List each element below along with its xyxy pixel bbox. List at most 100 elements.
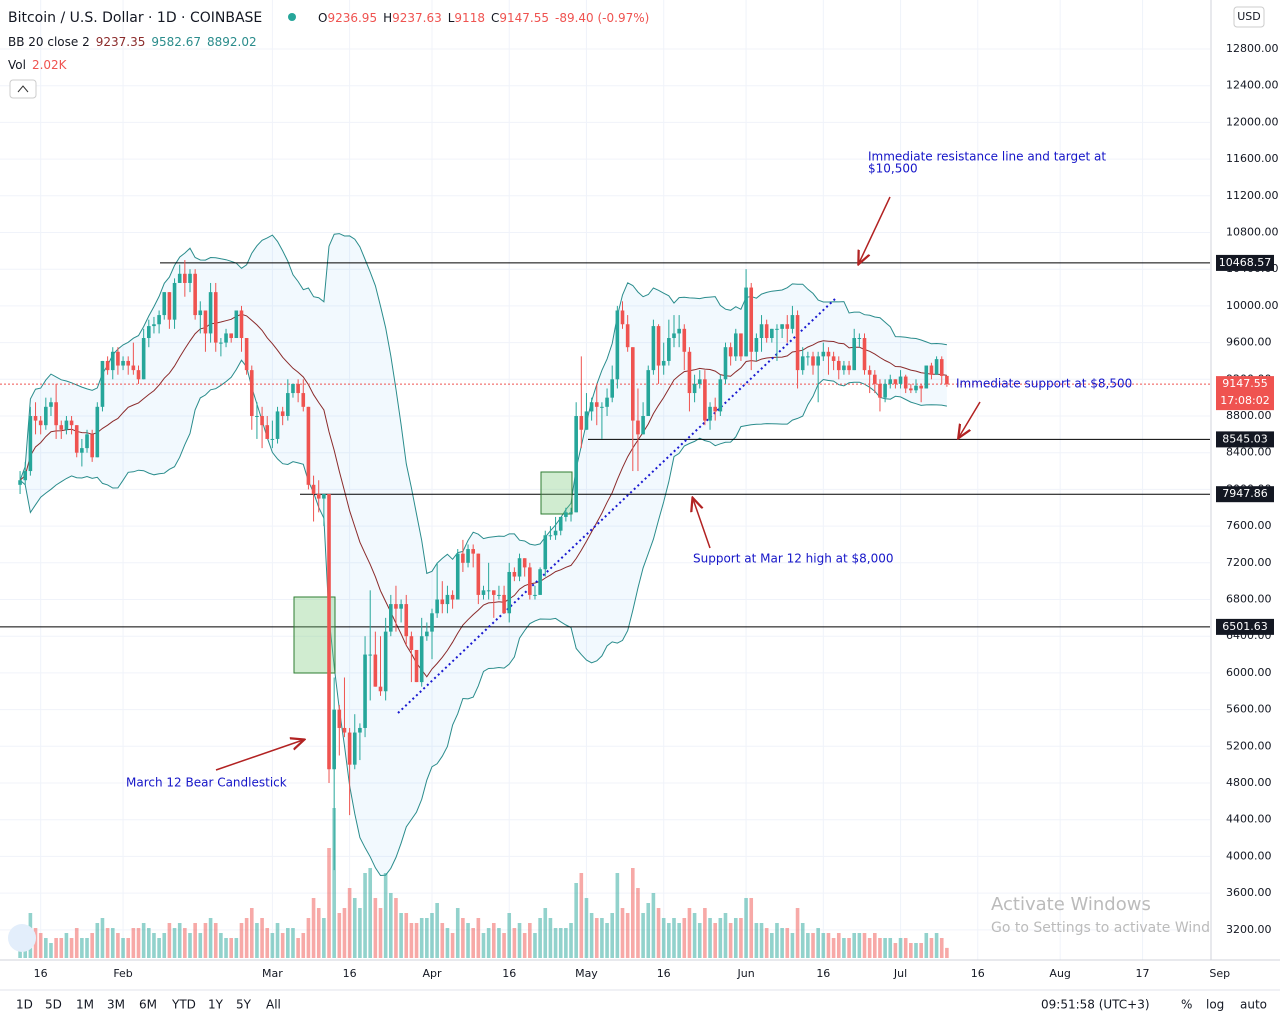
volume-bar xyxy=(667,923,671,958)
ohlc-key: H xyxy=(383,11,392,25)
range-button[interactable]: 1Y xyxy=(208,998,224,1012)
y-tick-label: 5200.00 xyxy=(1226,739,1272,752)
candle-body xyxy=(744,287,748,357)
candle-body xyxy=(775,328,779,330)
volume-bar xyxy=(528,923,532,958)
candle-body xyxy=(28,416,33,472)
candle-body xyxy=(471,549,475,554)
range-button[interactable]: 5Y xyxy=(236,998,252,1012)
x-tick-label: 16 xyxy=(34,967,48,980)
candle-body xyxy=(249,370,254,417)
volume-bar xyxy=(208,918,213,958)
level-label: 8545.03 xyxy=(1222,432,1268,445)
ohlc-value: 9237.63 xyxy=(392,11,442,25)
watermark: Go to Settings to activate Windows. xyxy=(991,920,1242,936)
volume-bar xyxy=(718,918,723,958)
volume-bar xyxy=(404,913,409,958)
volume-bar xyxy=(636,888,640,958)
volume-bar xyxy=(847,938,851,958)
volume-bar xyxy=(301,933,306,958)
volume-bar xyxy=(347,888,352,958)
candle-body xyxy=(615,310,620,380)
y-tick-label: 11600.00 xyxy=(1226,152,1279,165)
candle-body xyxy=(198,310,203,316)
volume-bar xyxy=(733,918,738,958)
level-label-bg xyxy=(1216,486,1274,503)
candle-body xyxy=(244,338,249,371)
candle-body xyxy=(157,315,161,325)
volume-bar xyxy=(332,808,336,958)
volume-bar xyxy=(291,928,295,958)
range-button[interactable]: 3M xyxy=(107,998,125,1012)
volume-bar xyxy=(368,868,373,958)
candle-body xyxy=(759,324,764,339)
range-button[interactable]: 6M xyxy=(139,998,157,1012)
volume-bar xyxy=(816,928,820,958)
candle-body xyxy=(507,571,512,614)
volume-bar xyxy=(450,933,455,958)
volume-bar xyxy=(311,898,316,958)
volume-bar xyxy=(244,918,249,958)
volume-bar xyxy=(558,928,563,958)
range-button[interactable]: YTD xyxy=(171,998,196,1012)
candle-body xyxy=(255,416,259,418)
volume-bar xyxy=(306,918,311,958)
candle-body xyxy=(85,434,89,449)
volume-bar xyxy=(275,923,280,958)
candle-body xyxy=(620,310,625,325)
volume-bar xyxy=(203,923,208,958)
logo xyxy=(8,924,36,952)
x-tick-label: 16 xyxy=(816,967,830,980)
price-label: 9147.55 xyxy=(1222,377,1268,390)
volume-bar xyxy=(533,933,537,958)
range-button[interactable]: 5D xyxy=(45,998,62,1012)
candle-body xyxy=(646,370,651,417)
volume-bar xyxy=(811,933,815,958)
candle-body xyxy=(533,594,537,596)
candle-body xyxy=(672,333,676,339)
candle-body xyxy=(44,406,48,426)
scale-option[interactable]: log xyxy=(1206,998,1224,1012)
ohlc-value: 9118 xyxy=(454,11,485,25)
candle-body xyxy=(286,393,290,417)
scale-option[interactable]: auto xyxy=(1240,998,1267,1012)
range-button[interactable]: All xyxy=(266,998,281,1012)
candle-body xyxy=(455,553,460,600)
y-tick-label: 8800.00 xyxy=(1226,409,1272,422)
candle-body xyxy=(558,516,563,531)
currency-button[interactable] xyxy=(1233,6,1265,28)
candle-body xyxy=(831,356,836,361)
candle-body xyxy=(909,388,913,391)
scale-option[interactable]: % xyxy=(1181,998,1192,1012)
volume-bar xyxy=(903,938,908,958)
volume-bar xyxy=(759,923,764,958)
candle-body xyxy=(229,333,233,339)
ohlc-key: L xyxy=(448,11,455,25)
y-tick-label: 12000.00 xyxy=(1226,115,1279,128)
volume-bar xyxy=(59,938,64,958)
candle-body xyxy=(466,549,470,563)
volume-bar xyxy=(358,908,362,958)
volume-bar xyxy=(44,938,48,958)
candle-body xyxy=(316,493,321,499)
candle-body xyxy=(193,273,197,316)
candle-body xyxy=(280,411,285,417)
range-button[interactable]: 1D xyxy=(16,998,33,1012)
volume-bar xyxy=(110,928,115,958)
volume-bar xyxy=(517,923,522,958)
volume-bar xyxy=(852,933,857,958)
volume-bar xyxy=(471,928,475,958)
candle-body xyxy=(656,326,661,366)
volume-bar xyxy=(512,928,517,958)
candle-body xyxy=(780,324,784,329)
bollinger-upper xyxy=(19,233,947,575)
candle-body xyxy=(275,411,280,439)
volume-bar xyxy=(764,928,769,958)
candle-body xyxy=(713,406,717,412)
candle-body xyxy=(898,376,903,384)
collapse-button[interactable] xyxy=(9,79,37,99)
y-tick-label: 8400.00 xyxy=(1226,446,1272,459)
volume-bar xyxy=(806,933,810,958)
candle-body xyxy=(528,567,532,595)
range-button[interactable]: 1M xyxy=(76,998,94,1012)
